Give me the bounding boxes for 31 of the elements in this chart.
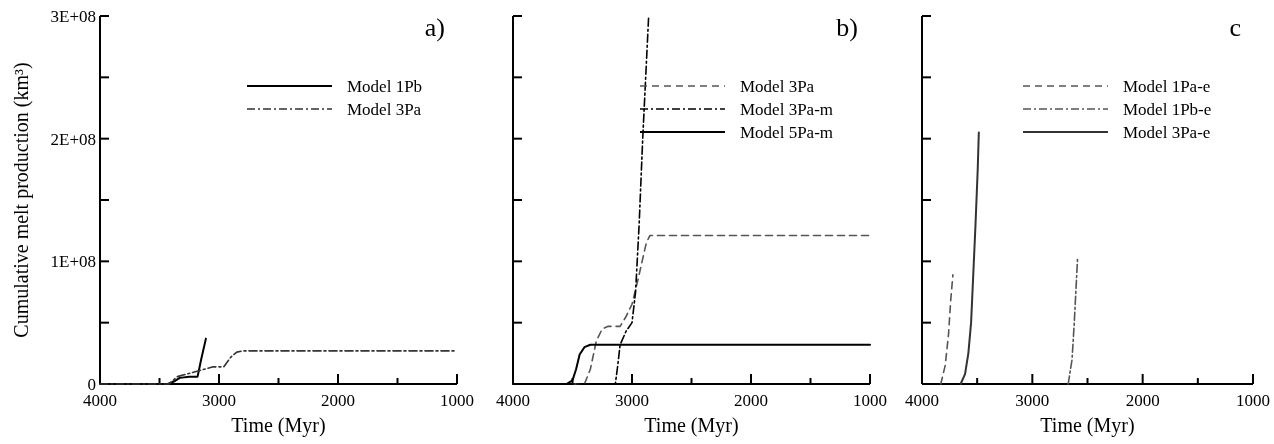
x-tick-label: 1000: [853, 391, 887, 410]
legend-label: Model 1Pb-e: [1123, 100, 1212, 119]
x-tick-label: 3000: [615, 391, 649, 410]
legend-label: Model 1Pb: [347, 77, 423, 96]
x-axis-title: Time (Myr): [231, 414, 326, 437]
y-axis-title: Cumulative melt production (km³): [10, 62, 33, 338]
x-axis-title: Time (Myr): [644, 414, 739, 437]
legend-label: Model 3Pa-m: [740, 100, 834, 119]
x-tick-label: 2000: [321, 391, 355, 410]
x-axis-title: Time (Myr): [1040, 414, 1135, 437]
legend-label: Model 1Pa-e: [1123, 77, 1211, 96]
chart-title: c: [1229, 13, 1241, 42]
y-tick-label: 3E+08: [50, 7, 96, 26]
x-tick-label: 2000: [734, 391, 768, 410]
y-tick-label: 1E+08: [50, 252, 96, 272]
y-tick-label: 2E+08: [50, 129, 96, 149]
x-tick-label: 1000: [440, 391, 474, 410]
x-tick-label: 3000: [1015, 391, 1050, 410]
x-tick-label: 3000: [202, 391, 236, 410]
x-tick-label: 4000: [83, 391, 117, 410]
y-tick-label: 0: [87, 375, 96, 394]
x-tick-label: 4000: [496, 391, 530, 410]
x-tick-label: 1000: [1236, 391, 1270, 410]
chart-title: b): [836, 13, 858, 42]
x-tick-label: 4000: [905, 391, 939, 410]
chart-title: a): [424, 13, 445, 42]
legend-label: Model 3Pa-e: [1123, 123, 1211, 142]
x-tick-label: 2000: [1125, 391, 1160, 410]
legend-label: Model 3Pa: [740, 77, 815, 96]
legend-label: Model 5Pa-m: [740, 123, 834, 142]
legend-label: Model 3Pa: [347, 100, 422, 119]
